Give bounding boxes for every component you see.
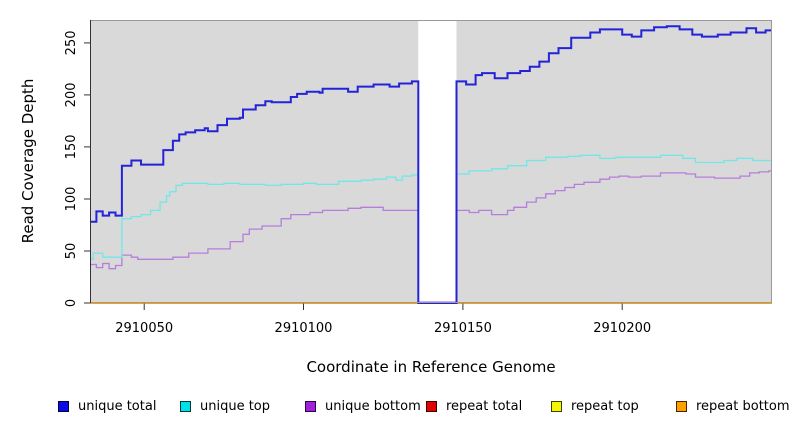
- y-tick-label: 250: [64, 30, 79, 55]
- legend-item-repeat-total: repeat total: [426, 399, 522, 414]
- x-axis-title: Coordinate in Reference Genome: [306, 358, 556, 376]
- y-tick-label: 200: [64, 82, 79, 107]
- legend-item-repeat-top: repeat top: [551, 399, 639, 414]
- legend-label-repeat-total: repeat total: [446, 399, 523, 414]
- x-tick-label: 2910150: [434, 321, 492, 336]
- coverage-gap-band: [418, 20, 457, 302]
- legend-swatch-repeat-top-icon: [551, 401, 562, 412]
- coverage-chart-canvas: 2910050 2910100 2910150 2910200 0 50 100 150 200…: [64, 20, 772, 336]
- x-tick-label: 2910200: [593, 321, 651, 336]
- y-tick-label: 50: [64, 243, 79, 260]
- legend-swatch-unique-top-icon: [180, 401, 191, 412]
- x-tick-label: 2910100: [275, 321, 333, 336]
- legend-label-unique-total: unique total: [78, 399, 157, 414]
- legend-item-repeat-bottom: repeat bottom: [676, 399, 790, 414]
- y-tick-label: 0: [64, 299, 79, 307]
- legend-item-unique-total: unique total: [58, 399, 156, 414]
- legend-swatch-unique-bottom-icon: [305, 401, 316, 412]
- legend-label-unique-top: unique top: [200, 399, 271, 414]
- x-tick-label: 2910050: [115, 321, 173, 336]
- legend-item-unique-top: unique top: [180, 399, 270, 414]
- legend-label-unique-bottom: unique bottom: [325, 399, 421, 414]
- y-tick-label: 150: [64, 134, 79, 159]
- legend-label-repeat-top: repeat top: [571, 399, 639, 414]
- series-line-unique-bottom: [90, 170, 772, 303]
- series-line-unique-total: [90, 25, 772, 304]
- legend-swatch-unique-total-icon: [58, 401, 69, 412]
- y-axis-title: Read Coverage Depth: [19, 78, 37, 244]
- series-line-unique-top: [90, 154, 772, 304]
- legend-swatch-repeat-total-icon: [426, 401, 437, 412]
- y-tick-label: 100: [64, 187, 79, 212]
- legend-item-unique-bottom: unique bottom: [305, 399, 421, 414]
- legend-label-repeat-bottom: repeat bottom: [696, 399, 790, 414]
- legend-swatch-repeat-bottom-icon: [676, 401, 687, 412]
